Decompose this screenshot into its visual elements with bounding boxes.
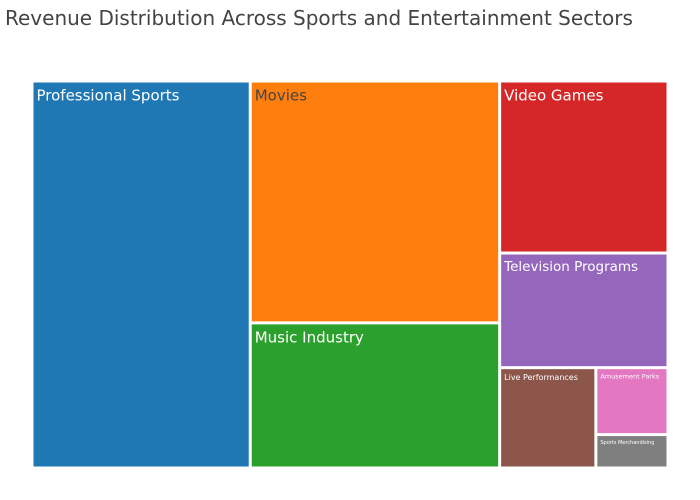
chart-title: Revenue Distribution Across Sports and E… [5,6,633,30]
tile-label-movies: Movies [255,87,307,105]
tile-rect-professional-sports [33,82,249,467]
tile-video-games: Video Games [501,82,667,252]
tile-rect-music-industry [251,324,499,467]
tile-label-professional-sports: Professional Sports [37,87,180,105]
tile-label-live-performances: Live Performances [504,373,578,382]
tile-label-sports-merchandising: Sports Merchandising [600,440,654,446]
tile-label-music-industry: Music Industry [255,328,364,346]
tile-rect-live-performances [501,369,595,467]
tile-rect-sports-merchandising [597,436,667,467]
tile-movies: Movies [251,82,499,322]
tile-rect-television-programs [501,254,667,367]
tile-label-video-games: Video Games [504,87,603,105]
tile-rect-movies [251,82,499,322]
tile-amusement-parks: Amusement Parks [597,369,667,434]
tile-label-television-programs: Television Programs [503,259,638,275]
tile-label-amusement-parks: Amusement Parks [600,373,659,381]
tile-music-industry: Music Industry [251,324,499,467]
tile-television-programs: Television Programs [501,254,667,367]
tile-rect-video-games [501,82,667,252]
tile-sports-merchandising: Sports Merchandising [597,436,667,467]
tile-live-performances: Live Performances [501,369,595,467]
tile-professional-sports: Professional Sports [33,82,249,467]
tile-rect-amusement-parks [597,369,667,434]
